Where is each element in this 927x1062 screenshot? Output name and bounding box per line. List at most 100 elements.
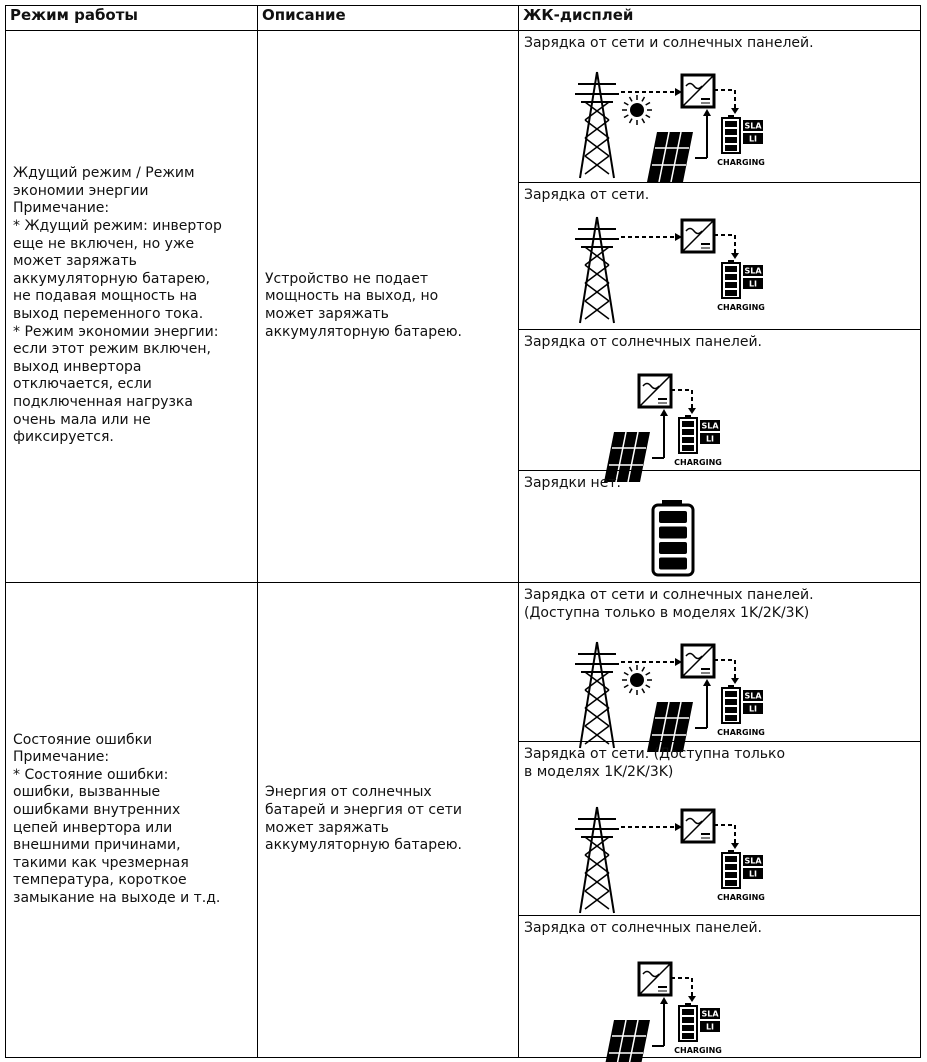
icon-part — [645, 684, 651, 689]
text-line: если этот режим включен, — [13, 341, 211, 358]
text-line: может заряжать — [265, 819, 389, 836]
text-line: Устройство не подает — [265, 270, 429, 287]
text-line: очень мала или не — [13, 411, 151, 428]
icon-part — [651, 503, 695, 577]
icon-part — [721, 117, 741, 154]
icon-label: SLA — [744, 122, 762, 131]
icon-part — [628, 666, 633, 672]
icon-part — [682, 1025, 694, 1031]
icon-part — [681, 644, 715, 678]
icon-part — [584, 689, 610, 709]
icon-part — [731, 843, 739, 849]
icon-part — [584, 264, 610, 284]
icon-part — [584, 155, 610, 175]
icon-part — [725, 145, 737, 151]
icon-label: LI — [749, 705, 757, 714]
lcd-icon — [651, 500, 695, 577]
icon-part — [700, 420, 720, 431]
icon-part — [682, 445, 694, 451]
text-line: мощность на выход, но — [265, 288, 439, 305]
icon-part — [685, 415, 691, 418]
icon-part — [645, 101, 651, 106]
text-line: Энергия от солнечных — [265, 784, 432, 801]
icon-part — [725, 707, 737, 713]
text-line: еще не включен, но уже — [13, 235, 195, 252]
text-line: не подавая мощность на — [13, 288, 198, 305]
icon-part — [743, 265, 763, 276]
column-header: Описание — [262, 6, 346, 24]
icon-label: CHARGING — [717, 728, 765, 737]
icon-part — [703, 109, 711, 116]
icon-part — [659, 542, 687, 554]
icon-part — [728, 115, 734, 118]
text-line: фиксируется. — [13, 429, 114, 446]
lcd-icon: SLA LI CHARGING — [575, 806, 765, 914]
icon-part — [638, 962, 672, 996]
icon-part — [681, 74, 715, 108]
icon-part — [584, 854, 610, 874]
icon-part — [682, 1017, 694, 1023]
icon-label: CHARGING — [674, 1046, 722, 1055]
icon-part — [725, 872, 737, 878]
column-header: ЖК-дисплей — [523, 6, 634, 24]
text-line: Зарядка от сети и солнечных панелей. — [524, 587, 814, 603]
icon-part — [584, 300, 610, 320]
icon-part — [725, 121, 737, 127]
icon-part — [700, 1008, 720, 1019]
icon-part — [658, 701, 670, 753]
icon-part — [579, 641, 598, 749]
text-line: аккумуляторную батарею, — [13, 270, 210, 287]
text-line: батарей и энергия от сети — [265, 801, 462, 818]
icon-label: LI — [749, 280, 757, 289]
icon-label: LI — [706, 435, 714, 444]
text-line: отключается, если — [13, 376, 152, 393]
icon-part — [682, 1009, 694, 1015]
text-line: Зарядка от сети. (Доступна только — [524, 746, 786, 762]
icon-part — [584, 137, 610, 157]
text-line: * Состояние ошибки: — [13, 766, 169, 783]
text-line: подключенная нагрузка — [13, 393, 193, 410]
icon-part — [725, 290, 737, 296]
icon-part — [647, 132, 693, 182]
icon-part — [731, 253, 739, 259]
description-text: Устройство не подает мощность на выход, н… — [265, 30, 462, 582]
icon-part — [641, 96, 646, 102]
description-text: Энергия от солнечных батарей и энергия от… — [265, 582, 462, 1057]
icon-part — [584, 872, 610, 892]
icon-part — [743, 690, 763, 701]
icon-part — [659, 526, 687, 539]
icon-part — [682, 1033, 694, 1039]
icon-part — [743, 120, 763, 131]
text-line: экономии энергии — [13, 182, 149, 199]
text-line: ошибками внутренних — [13, 801, 181, 818]
icon-part — [641, 666, 646, 672]
icon-part — [623, 114, 629, 119]
icon-part — [675, 658, 682, 666]
display-caption: Зарядка от сети и солнечных панелей. (Дос… — [524, 587, 814, 622]
icon-part — [584, 282, 610, 302]
icon-part — [605, 1020, 650, 1062]
icon-part — [682, 421, 694, 427]
mode-text: Ждущий режим / Режим экономии энергии Прим… — [13, 30, 222, 582]
text-line: Примечание: — [13, 200, 110, 217]
icon-part — [641, 688, 646, 694]
icon-part — [725, 282, 737, 288]
icon-part — [670, 131, 682, 183]
icon-part — [596, 71, 615, 179]
icon-part — [743, 278, 763, 289]
icon-part — [670, 701, 682, 753]
icon-part — [623, 671, 629, 676]
column-header: Режим работы — [10, 6, 138, 24]
icon-label: SLA — [744, 692, 762, 701]
icon-part — [685, 227, 703, 235]
icon-part — [725, 880, 737, 886]
text-line: Примечание: — [13, 749, 110, 766]
icon-part — [685, 652, 703, 660]
icon-label: CHARGING — [717, 158, 765, 167]
icon-part — [647, 702, 693, 752]
display-caption: Зарядки нет. — [524, 475, 621, 493]
icon-part — [725, 715, 737, 721]
icon-part — [688, 996, 696, 1002]
text-line: Зарядка от солнечных панелей. — [524, 334, 762, 350]
